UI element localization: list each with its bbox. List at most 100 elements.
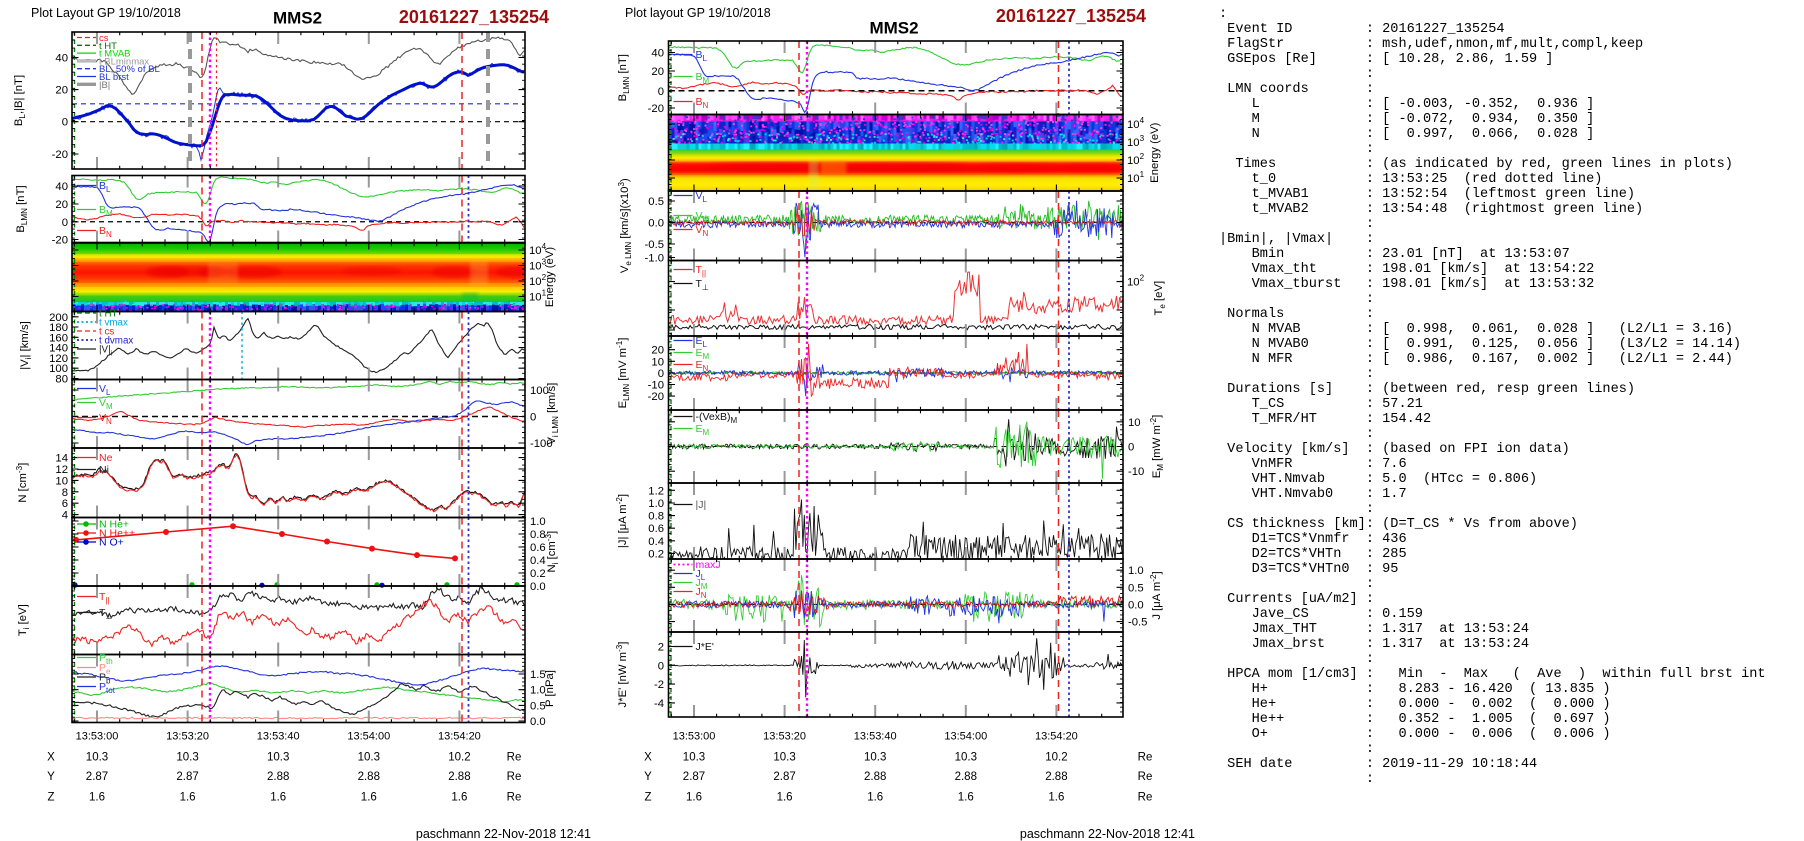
svg-text:13:54:00: 13:54:00 [347,731,390,743]
svg-text:100: 100 [530,385,549,397]
svg-text:2.87: 2.87 [176,771,198,783]
svg-text:maxJ: maxJ [696,559,721,571]
svg-text:-0.5: -0.5 [1128,617,1147,629]
svg-text:BL: BL [696,49,708,63]
svg-text:|J| [μA m-2]: |J| [μA m-2] [615,494,629,548]
svg-text:BN: BN [99,225,112,239]
svg-text:10.3: 10.3 [955,752,977,764]
svg-text:13:53:20: 13:53:20 [166,731,209,743]
svg-text:EM [mW m-2]: EM [mW m-2] [1149,415,1165,479]
svg-text:t vmax: t vmax [99,318,128,329]
svg-text:2.88: 2.88 [448,771,470,783]
svg-text:Y: Y [47,771,55,783]
svg-text:EM: EM [696,423,710,437]
svg-text:N O+: N O+ [99,537,124,549]
svg-text:-100: -100 [530,438,553,450]
svg-text:|B|: |B| [99,80,110,91]
svg-text:Ni: Ni [99,464,109,476]
svg-text:2.88: 2.88 [358,771,380,783]
svg-text:10: 10 [651,356,664,368]
svg-text:t HT: t HT [99,41,117,52]
svg-text:10.3: 10.3 [267,752,289,764]
svg-text:EN: EN [696,359,709,373]
svg-text:JL: JL [696,568,706,582]
svg-text:0.5: 0.5 [1128,582,1144,594]
svg-text:0.0: 0.0 [530,581,546,593]
svg-text:-20: -20 [52,235,68,247]
svg-text:80: 80 [55,374,68,386]
svg-text:12: 12 [55,464,68,476]
svg-text:BL brst: BL brst [99,72,129,83]
svg-text:0.8: 0.8 [648,511,664,523]
svg-text:T||: T|| [696,264,707,278]
svg-text:40: 40 [651,48,664,60]
svg-text:Plot layout GP 19/10/2018: Plot layout GP 19/10/2018 [625,6,771,20]
svg-text:0.6: 0.6 [648,523,664,535]
svg-text:VN: VN [99,412,112,426]
svg-text:VL: VL [99,383,111,397]
svg-text:-10: -10 [1128,466,1144,478]
svg-text:J*E' [nW m-3]: J*E' [nW m-3] [615,642,629,708]
svg-text:0.2: 0.2 [530,568,546,580]
svg-text:-20: -20 [648,103,664,115]
svg-text:14: 14 [55,453,68,465]
svg-text:1.6: 1.6 [270,792,286,804]
svg-text:|J|: |J| [696,499,707,511]
svg-text:20161227_135254: 20161227_135254 [996,6,1146,26]
svg-text:102: 102 [1127,274,1145,289]
svg-text:10.2: 10.2 [448,752,470,764]
svg-text:6: 6 [62,498,68,510]
svg-text:Ti [eV]: Ti [eV] [17,604,31,636]
svg-text:-2: -2 [654,679,664,691]
svg-text:10.3: 10.3 [176,752,198,764]
svg-text:40: 40 [55,181,68,193]
svg-text:Energy (eV): Energy (eV) [544,247,556,308]
svg-text:Re: Re [507,752,522,764]
svg-text:0: 0 [530,412,536,424]
svg-text:paschmann 22-Nov-2018 12:41: paschmann 22-Nov-2018 12:41 [1020,827,1195,841]
svg-text:VM: VM [99,397,113,411]
svg-text:102: 102 [1127,152,1145,167]
svg-text:Plot Layout GP 19/10/2018: Plot Layout GP 19/10/2018 [31,6,181,20]
svg-text:t dvmax: t dvmax [99,336,133,347]
svg-text:T⊥: T⊥ [696,278,709,292]
svg-text:P [nPa]: P [nPa] [544,670,556,707]
svg-text:1.0: 1.0 [648,498,664,510]
svg-text:MMS2: MMS2 [273,9,322,28]
svg-text:Y: Y [644,771,652,783]
svg-text:13:53:20: 13:53:20 [763,731,806,743]
svg-text:2.87: 2.87 [683,771,705,783]
svg-text:0.5: 0.5 [530,700,546,712]
svg-text:Z: Z [644,792,651,804]
svg-text:8: 8 [62,487,68,499]
svg-text:0.8: 0.8 [530,529,546,541]
svg-text:200: 200 [49,312,68,324]
svg-text:0: 0 [62,117,68,129]
svg-text:1.6: 1.6 [180,792,196,804]
svg-text:VN: VN [696,224,709,238]
svg-text:0: 0 [1128,442,1134,454]
svg-text:20161227_135254: 20161227_135254 [399,7,549,27]
svg-text:2.88: 2.88 [267,771,289,783]
svg-text:0: 0 [658,368,664,380]
svg-text:cs: cs [99,33,109,44]
svg-text:1.6: 1.6 [686,792,702,804]
svg-text:-20: -20 [648,391,664,403]
svg-text:20: 20 [651,345,664,357]
svg-text:2.88: 2.88 [864,771,886,783]
svg-text:X: X [644,752,652,764]
svg-text:BL, 50% of BL: BL, 50% of BL [99,64,160,75]
svg-text:t MVAB: t MVAB [99,49,131,60]
svg-text:BL: BL [99,180,111,194]
svg-text:10.3: 10.3 [86,752,108,764]
svg-text:180: 180 [49,322,68,334]
svg-text:BM: BM [696,71,710,85]
svg-text:Vi LMN [km/s]: Vi LMN [km/s] [546,383,560,445]
svg-text:2: 2 [658,642,664,654]
svg-text:13:54:00: 13:54:00 [944,731,987,743]
svg-text:1.6: 1.6 [777,792,793,804]
svg-text:paschmann 22-Nov-2018 12:41: paschmann 22-Nov-2018 12:41 [416,827,591,841]
svg-text:1.0: 1.0 [1128,565,1144,577]
svg-text:0.0: 0.0 [648,218,664,230]
svg-text:13:53:00: 13:53:00 [673,731,716,743]
